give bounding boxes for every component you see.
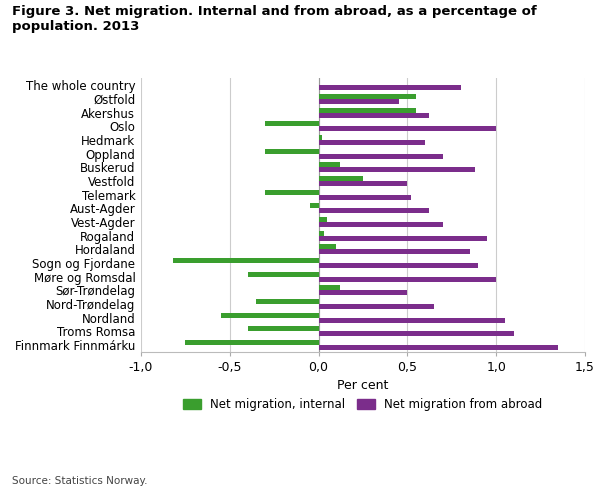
Bar (256, 299, 318, 304)
Bar (265, 190, 318, 195)
Bar (310, 203, 318, 208)
Bar (248, 272, 318, 277)
Bar (221, 313, 318, 318)
Bar (318, 208, 429, 213)
Bar (318, 285, 340, 290)
Bar (318, 167, 475, 172)
Bar (318, 140, 425, 145)
Bar (318, 195, 411, 200)
Bar (318, 113, 429, 118)
Bar (318, 249, 470, 254)
Bar (265, 149, 318, 154)
Bar (248, 326, 318, 331)
Text: Figure 3. Net migration. Internal and from abroad, as a percentage of
population: Figure 3. Net migration. Internal and fr… (12, 5, 537, 33)
Bar (318, 231, 324, 236)
X-axis label: Per cent: Per cent (337, 380, 389, 392)
Bar (318, 263, 478, 268)
Bar (318, 290, 407, 295)
Bar (318, 108, 416, 113)
Bar (318, 154, 443, 159)
Bar (318, 217, 328, 222)
Bar (318, 181, 407, 186)
Bar (318, 331, 514, 336)
Bar (318, 236, 487, 241)
Bar (173, 258, 318, 263)
Bar (318, 85, 461, 90)
Bar (318, 318, 505, 323)
Bar (318, 222, 443, 227)
Text: Source: Statistics Norway.: Source: Statistics Norway. (12, 476, 148, 486)
Bar (318, 304, 434, 309)
Bar (318, 163, 340, 167)
Bar (318, 126, 497, 131)
Bar (318, 94, 416, 99)
Bar (318, 277, 497, 282)
Bar (318, 176, 363, 181)
Bar (318, 345, 558, 350)
Legend: Net migration, internal, Net migration from abroad: Net migration, internal, Net migration f… (179, 393, 547, 416)
Bar (265, 122, 318, 126)
Bar (318, 135, 322, 140)
Bar (318, 244, 336, 249)
Bar (318, 99, 398, 104)
Bar (185, 340, 318, 345)
